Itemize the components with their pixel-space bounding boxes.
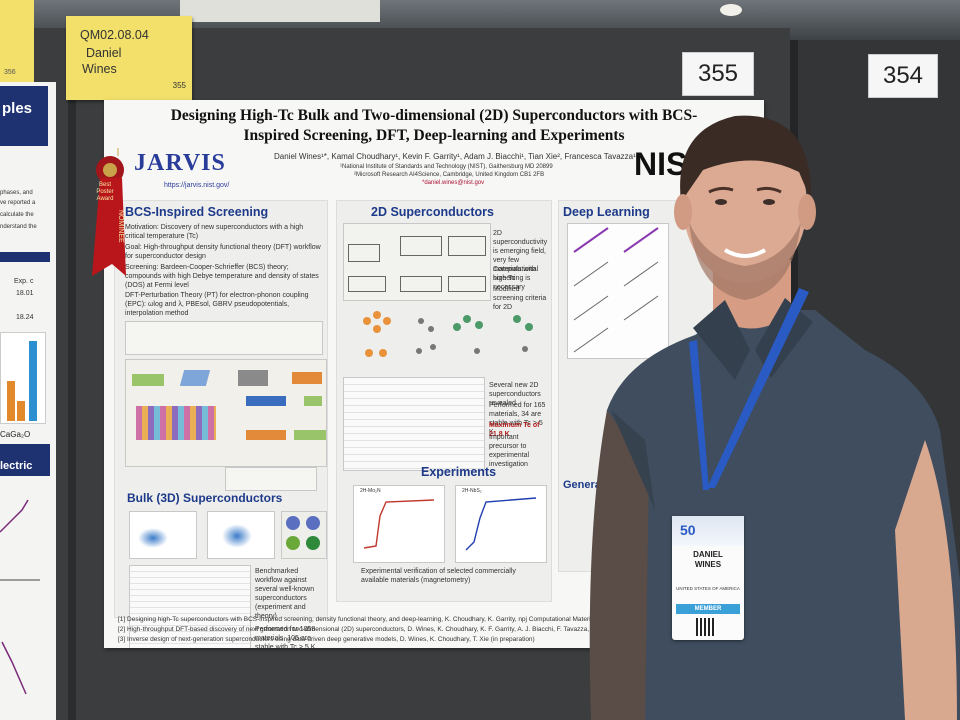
workflow-diagram [125,359,327,467]
plot-fragment [0,499,40,581]
experiment-label: 2H-Mo₂N [360,488,381,494]
ribbon-text: Award [96,196,114,202]
poster-column: 2D Superconductors 2D superconductivity … [336,200,552,602]
section-heading: Deep Learning [563,205,650,219]
badge-member-label: MEMBER [676,604,740,614]
scatter-plot [207,511,275,559]
research-poster: Designing High-Tc Bulk and Two-dimension… [104,100,764,648]
poster-title: Designing High-Tc Bulk and Two-dimension… [104,106,764,146]
neighbor-poster: ples phases, and ve reported a calculate… [0,82,56,720]
name-badge: 50 DANIEL WINES UNITED STATES OF AMERICA… [672,516,744,640]
board-number-card: 354 [868,54,938,98]
text-fragment: Exp. c [14,278,34,285]
bullet: Goal: High-throughput density functional… [125,244,321,260]
section-heading: 2D Superconductors [371,205,494,219]
section-heading: Bulk (3D) Superconductors [127,491,283,505]
badge-logo: 50 [680,522,696,538]
ribbon-text: Poster [96,189,114,195]
text-fragment: calculate the [0,212,34,218]
presenter-person [589,115,960,720]
poster-title-line: Designing High-Tc Bulk and Two-dimension… [170,107,698,124]
presenter-last-name: Wines [82,62,117,76]
bullet: Several new 2D superconductors revealed [489,382,541,407]
ceiling-light [180,0,380,22]
section-heading: Experiments [421,465,497,479]
text-fragment: ve reported a [0,200,36,206]
text-fragment: CaGa₂O [0,430,31,439]
ceiling-light [720,4,742,16]
bullet: 2D superconductivity is emerging field, … [493,230,548,282]
jarvis-logo: JARVIS [134,150,226,176]
neighbor-title-fragment: ples [2,100,33,117]
poster-title-line: Inspired Screening, DFT, Deep-learning a… [243,127,625,144]
data-table [129,565,251,648]
bullet: Important precursor to experimental inve… [489,434,530,468]
badge-country: UNITED STATES OF AMERICA [676,586,740,591]
sticky-note: QM02.08.04 Daniel Wines 355 [66,16,192,100]
crystal-structures [363,311,533,357]
board-number-card: 355 [682,52,754,96]
equation [225,467,317,491]
bullet: Screening: Bardeen-Cooper-Schrieffer (BC… [125,264,319,289]
text-fragment: 18.01 [16,290,34,297]
experiment-label: 2H-NbS₂ [462,488,482,494]
jarvis-url: https://jarvis.nist.gov/ [164,182,230,189]
bullet: Motivation: Discovery of new superconduc… [125,224,304,240]
award-ribbon: Best Poster Award NOMINEE [82,148,134,280]
reference: [3] Inverse design of next-generation su… [118,636,535,643]
qr-code-icon [696,618,716,636]
badge-first-name: DANIEL [693,550,723,559]
reference: [1] Designing high-Tc superconductors wi… [118,616,642,623]
badge-last-name: WINES [694,560,722,569]
reference: [2] High-throughput DFT-based discovery … [118,626,663,633]
contact-email: *daniel.wines@nist.gov [422,180,485,186]
bullet: Performed for 165 materials, 34 are stab… [489,402,546,436]
poster-column: BCS-Inspired Screening Motivation: Disco… [114,200,328,648]
presenter-first-name: Daniel [86,46,122,60]
bullet: Experimental verification of selected co… [361,568,516,584]
text-fragment: nderstand the [0,224,37,230]
text-fragment: phases, and [0,190,33,196]
badge-header: 50 [672,516,744,546]
data-table [343,377,485,471]
scatter-plot [129,511,197,559]
section-heading: BCS-Inspired Screening [125,205,269,219]
ribbon-text: Best [98,182,111,188]
sticky-number: 356 [4,69,16,76]
sticky-number: 355 [172,81,186,90]
affiliation: ¹National Institute of Standards and Tec… [340,164,553,170]
bullet: Benchmarked workflow against several wel… [255,568,315,620]
plot-fragment [1,641,27,695]
author-list: Daniel Wines¹*, Kamal Choudhary¹, Kevin … [274,152,636,161]
ribbon-text: NOMINEE [117,210,124,243]
poster-code: QM02.08.04 [80,28,149,42]
parity-plots [567,223,669,359]
sticky-note-left: 356 [0,0,34,84]
text-fragment: 18.24 [16,314,34,321]
bullet: DFT-Perturbation Theory (PT) for electro… [125,292,309,317]
equation [125,321,323,355]
experiment-plot: 2H-NbS₂ [455,485,547,563]
screening-flowchart [343,223,491,301]
experiment-plot: 2H-Mo₂N [353,485,445,563]
bullet: Modified screening criteria for 2D [493,286,547,311]
bullet: Maximum Tc of 21.8 K [489,422,540,438]
bullet: Performed for 1058 materials, 105 are st… [255,626,316,648]
affiliation: ²Microsoft Research AI4Science, Cambridg… [354,172,545,178]
bullet: Computational screening is necessary [493,266,539,291]
text-fragment: lectric [0,460,33,472]
crystal-structures [281,511,327,559]
